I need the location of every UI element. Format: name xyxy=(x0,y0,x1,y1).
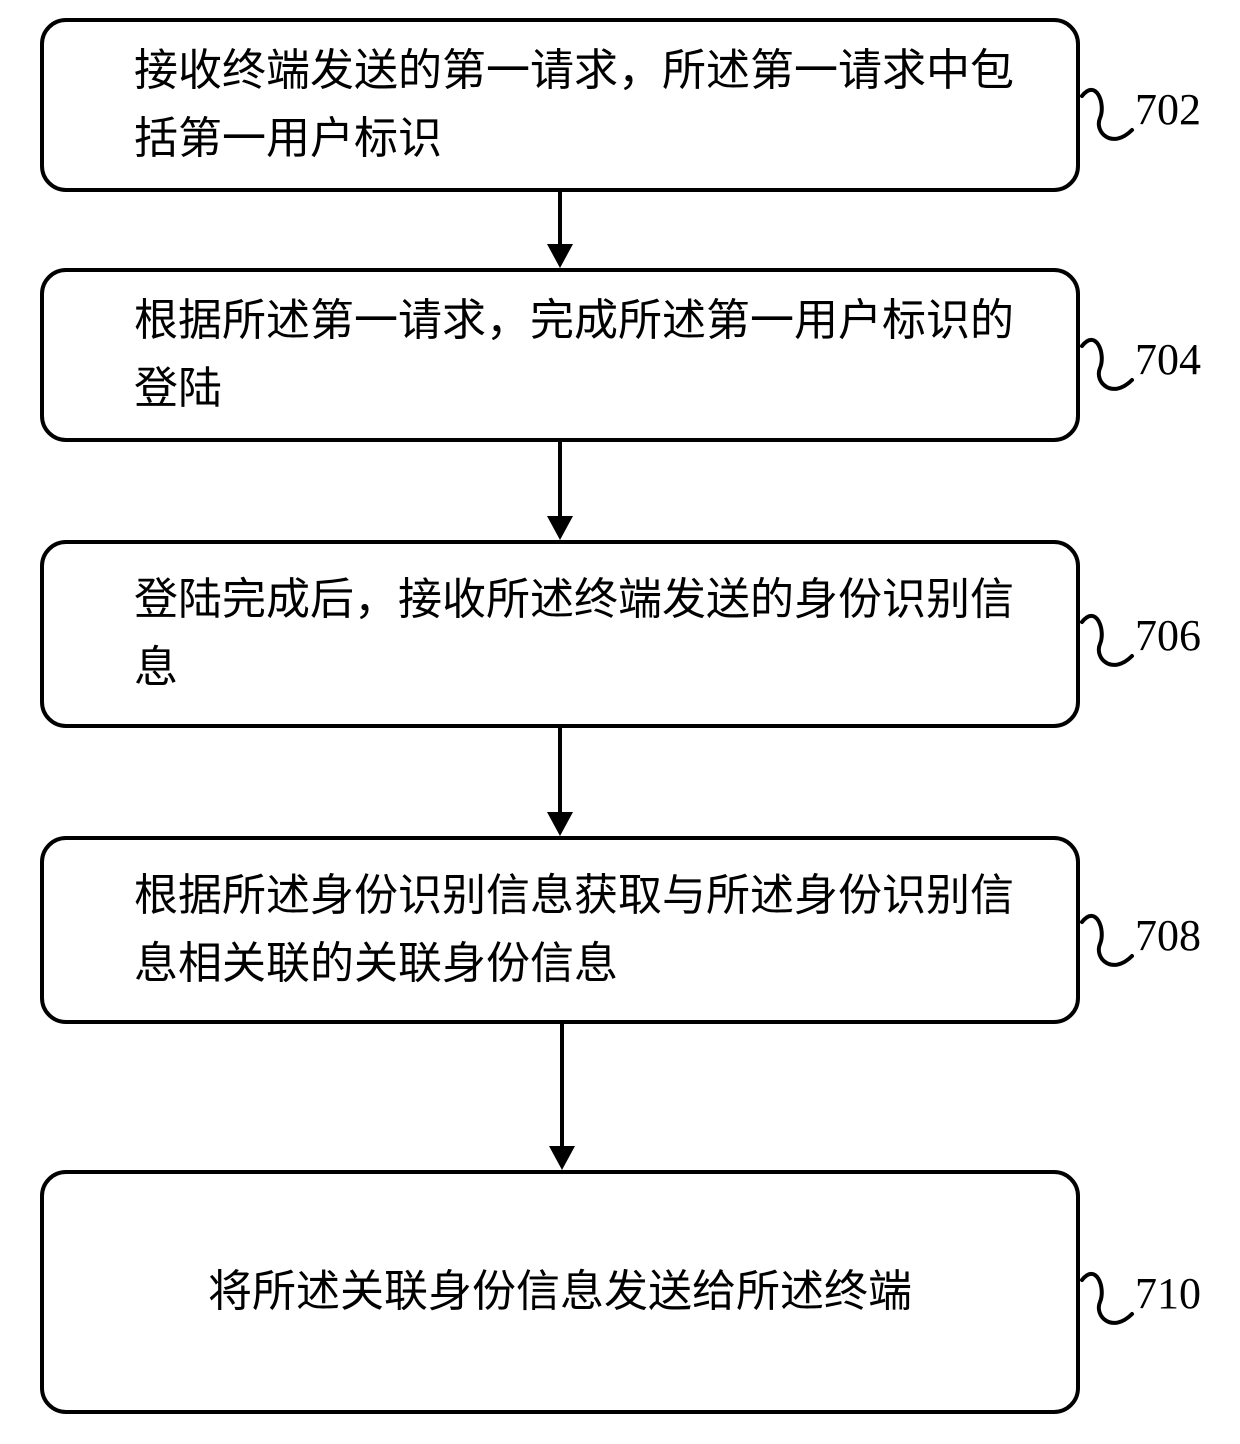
arrow-down-icon xyxy=(543,192,577,268)
flow-node-n2: 根据所述第一请求，完成所述第一用户标识的登陆 xyxy=(40,268,1080,442)
flow-step-label-702: 702 xyxy=(1135,84,1201,135)
flow-node-n5: 将所述关联身份信息发送给所述终端 xyxy=(40,1170,1080,1414)
squiggle-icon xyxy=(1082,910,1136,970)
squiggle-icon xyxy=(1082,610,1136,670)
flow-node-n4: 根据所述身份识别信息获取与所述身份识别信息相关联的关联身份信息 xyxy=(40,836,1080,1024)
flow-node-text: 根据所述第一请求，完成所述第一用户标识的登陆 xyxy=(134,287,1046,423)
squiggle-icon xyxy=(1082,84,1136,144)
flow-step-label-710: 710 xyxy=(1135,1268,1201,1319)
arrow-down-icon xyxy=(545,1024,579,1170)
flow-step-label-708: 708 xyxy=(1135,910,1201,961)
arrow-down-icon xyxy=(543,728,577,836)
flow-node-n1: 接收终端发送的第一请求，所述第一请求中包括第一用户标识 xyxy=(40,18,1080,192)
flow-step-label-706: 706 xyxy=(1135,610,1201,661)
flow-step-label-704: 704 xyxy=(1135,334,1201,385)
arrow-down-icon xyxy=(543,442,577,540)
squiggle-icon xyxy=(1082,334,1136,394)
squiggle-icon xyxy=(1082,1268,1136,1328)
flow-node-text: 根据所述身份识别信息获取与所述身份识别信息相关联的关联身份信息 xyxy=(134,862,1046,998)
flow-node-text: 登陆完成后，接收所述终端发送的身份识别信息 xyxy=(134,566,1046,702)
flow-node-text: 将所述关联身份信息发送给所述终端 xyxy=(208,1258,912,1326)
flow-node-n3: 登陆完成后，接收所述终端发送的身份识别信息 xyxy=(40,540,1080,728)
flow-node-text: 接收终端发送的第一请求，所述第一请求中包括第一用户标识 xyxy=(134,37,1046,173)
